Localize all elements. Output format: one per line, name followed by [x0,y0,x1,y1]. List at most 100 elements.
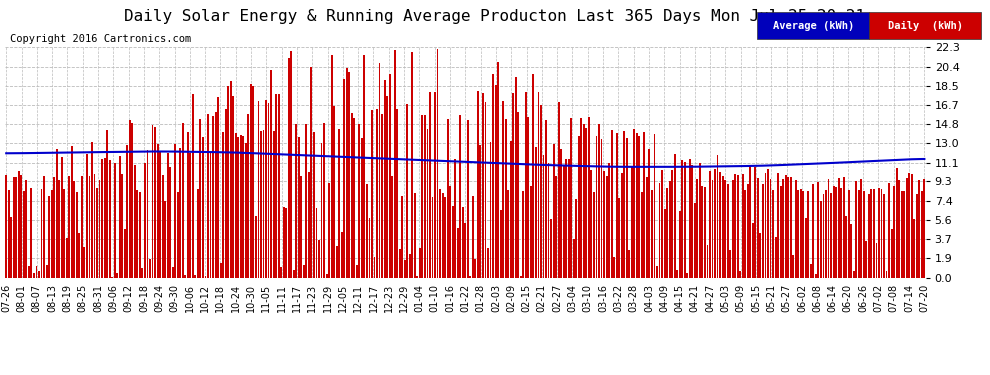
Bar [746,184,748,278]
Bar [132,123,134,278]
Bar [560,148,562,278]
Bar [313,132,315,278]
Bar [903,191,905,278]
Bar [661,170,663,278]
Bar [500,210,502,278]
Bar [656,266,658,278]
Bar [46,265,48,278]
Bar [505,118,507,278]
Bar [704,188,706,278]
Bar [179,148,181,278]
Bar [813,184,815,278]
Bar [596,136,597,278]
Bar [454,159,456,278]
Bar [303,265,305,278]
Bar [252,86,254,278]
Bar [919,180,921,278]
Bar [53,177,55,278]
Bar [631,167,633,278]
Bar [344,79,346,278]
Bar [671,170,673,278]
Bar [353,118,355,278]
Bar [896,168,898,278]
Bar [557,102,559,278]
Bar [142,268,144,278]
Bar [257,101,259,278]
Bar [311,67,313,278]
Bar [825,190,827,278]
Bar [194,275,196,278]
Bar [575,199,577,278]
Bar [41,189,43,278]
Bar [147,150,148,278]
Bar [648,148,650,278]
Bar [361,138,362,278]
Bar [666,188,668,278]
Bar [151,125,153,278]
Bar [518,112,519,278]
Bar [33,273,35,278]
Bar [355,266,357,278]
Bar [530,186,532,278]
Bar [323,123,325,278]
Bar [280,267,282,278]
Bar [754,166,756,278]
Bar [396,109,398,278]
Bar [245,142,247,278]
Bar [228,86,229,278]
Bar [590,170,592,278]
Bar [13,177,15,278]
Bar [787,177,789,278]
Bar [759,233,761,278]
Bar [93,174,95,278]
Bar [916,195,918,278]
Bar [65,238,67,278]
Bar [104,158,106,278]
Bar [613,257,615,278]
Bar [368,218,370,278]
Bar [171,267,173,278]
Bar [490,142,491,278]
Bar [31,188,33,278]
Bar [543,156,545,278]
Bar [424,115,426,278]
Bar [174,144,176,278]
Bar [111,277,113,278]
Bar [384,80,385,278]
Bar [306,124,307,278]
Bar [883,194,885,278]
Bar [484,102,486,278]
Bar [774,237,776,278]
Bar [893,186,895,278]
Bar [573,238,575,278]
Bar [449,186,451,278]
Bar [187,132,189,278]
Bar [442,193,444,278]
Bar [5,176,7,278]
Bar [583,124,585,278]
Bar [119,156,121,278]
Bar [547,163,549,278]
Bar [230,81,232,278]
Bar [434,92,436,278]
Bar [644,132,645,278]
Bar [722,176,724,278]
Bar [828,178,830,278]
Bar [562,165,564,278]
Bar [891,229,893,278]
Bar [182,123,184,278]
Bar [159,150,161,278]
Bar [339,129,341,278]
Bar [780,186,781,278]
Bar [477,92,479,278]
Bar [184,275,186,278]
Text: Daily Solar Energy & Running Average Producton Last 365 Days Mon Jul 25 20:21: Daily Solar Energy & Running Average Pro… [125,9,865,24]
Bar [676,270,678,278]
Bar [101,159,103,278]
Bar [603,171,605,278]
Text: Average (kWh): Average (kWh) [772,21,854,31]
Bar [663,209,665,278]
Bar [908,173,910,278]
Bar [326,274,328,278]
Bar [712,180,714,278]
